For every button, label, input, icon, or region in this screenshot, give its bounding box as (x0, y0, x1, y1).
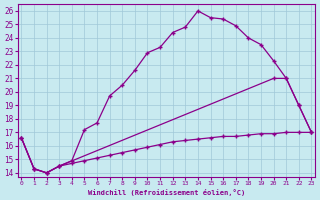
X-axis label: Windchill (Refroidissement éolien,°C): Windchill (Refroidissement éolien,°C) (88, 189, 245, 196)
